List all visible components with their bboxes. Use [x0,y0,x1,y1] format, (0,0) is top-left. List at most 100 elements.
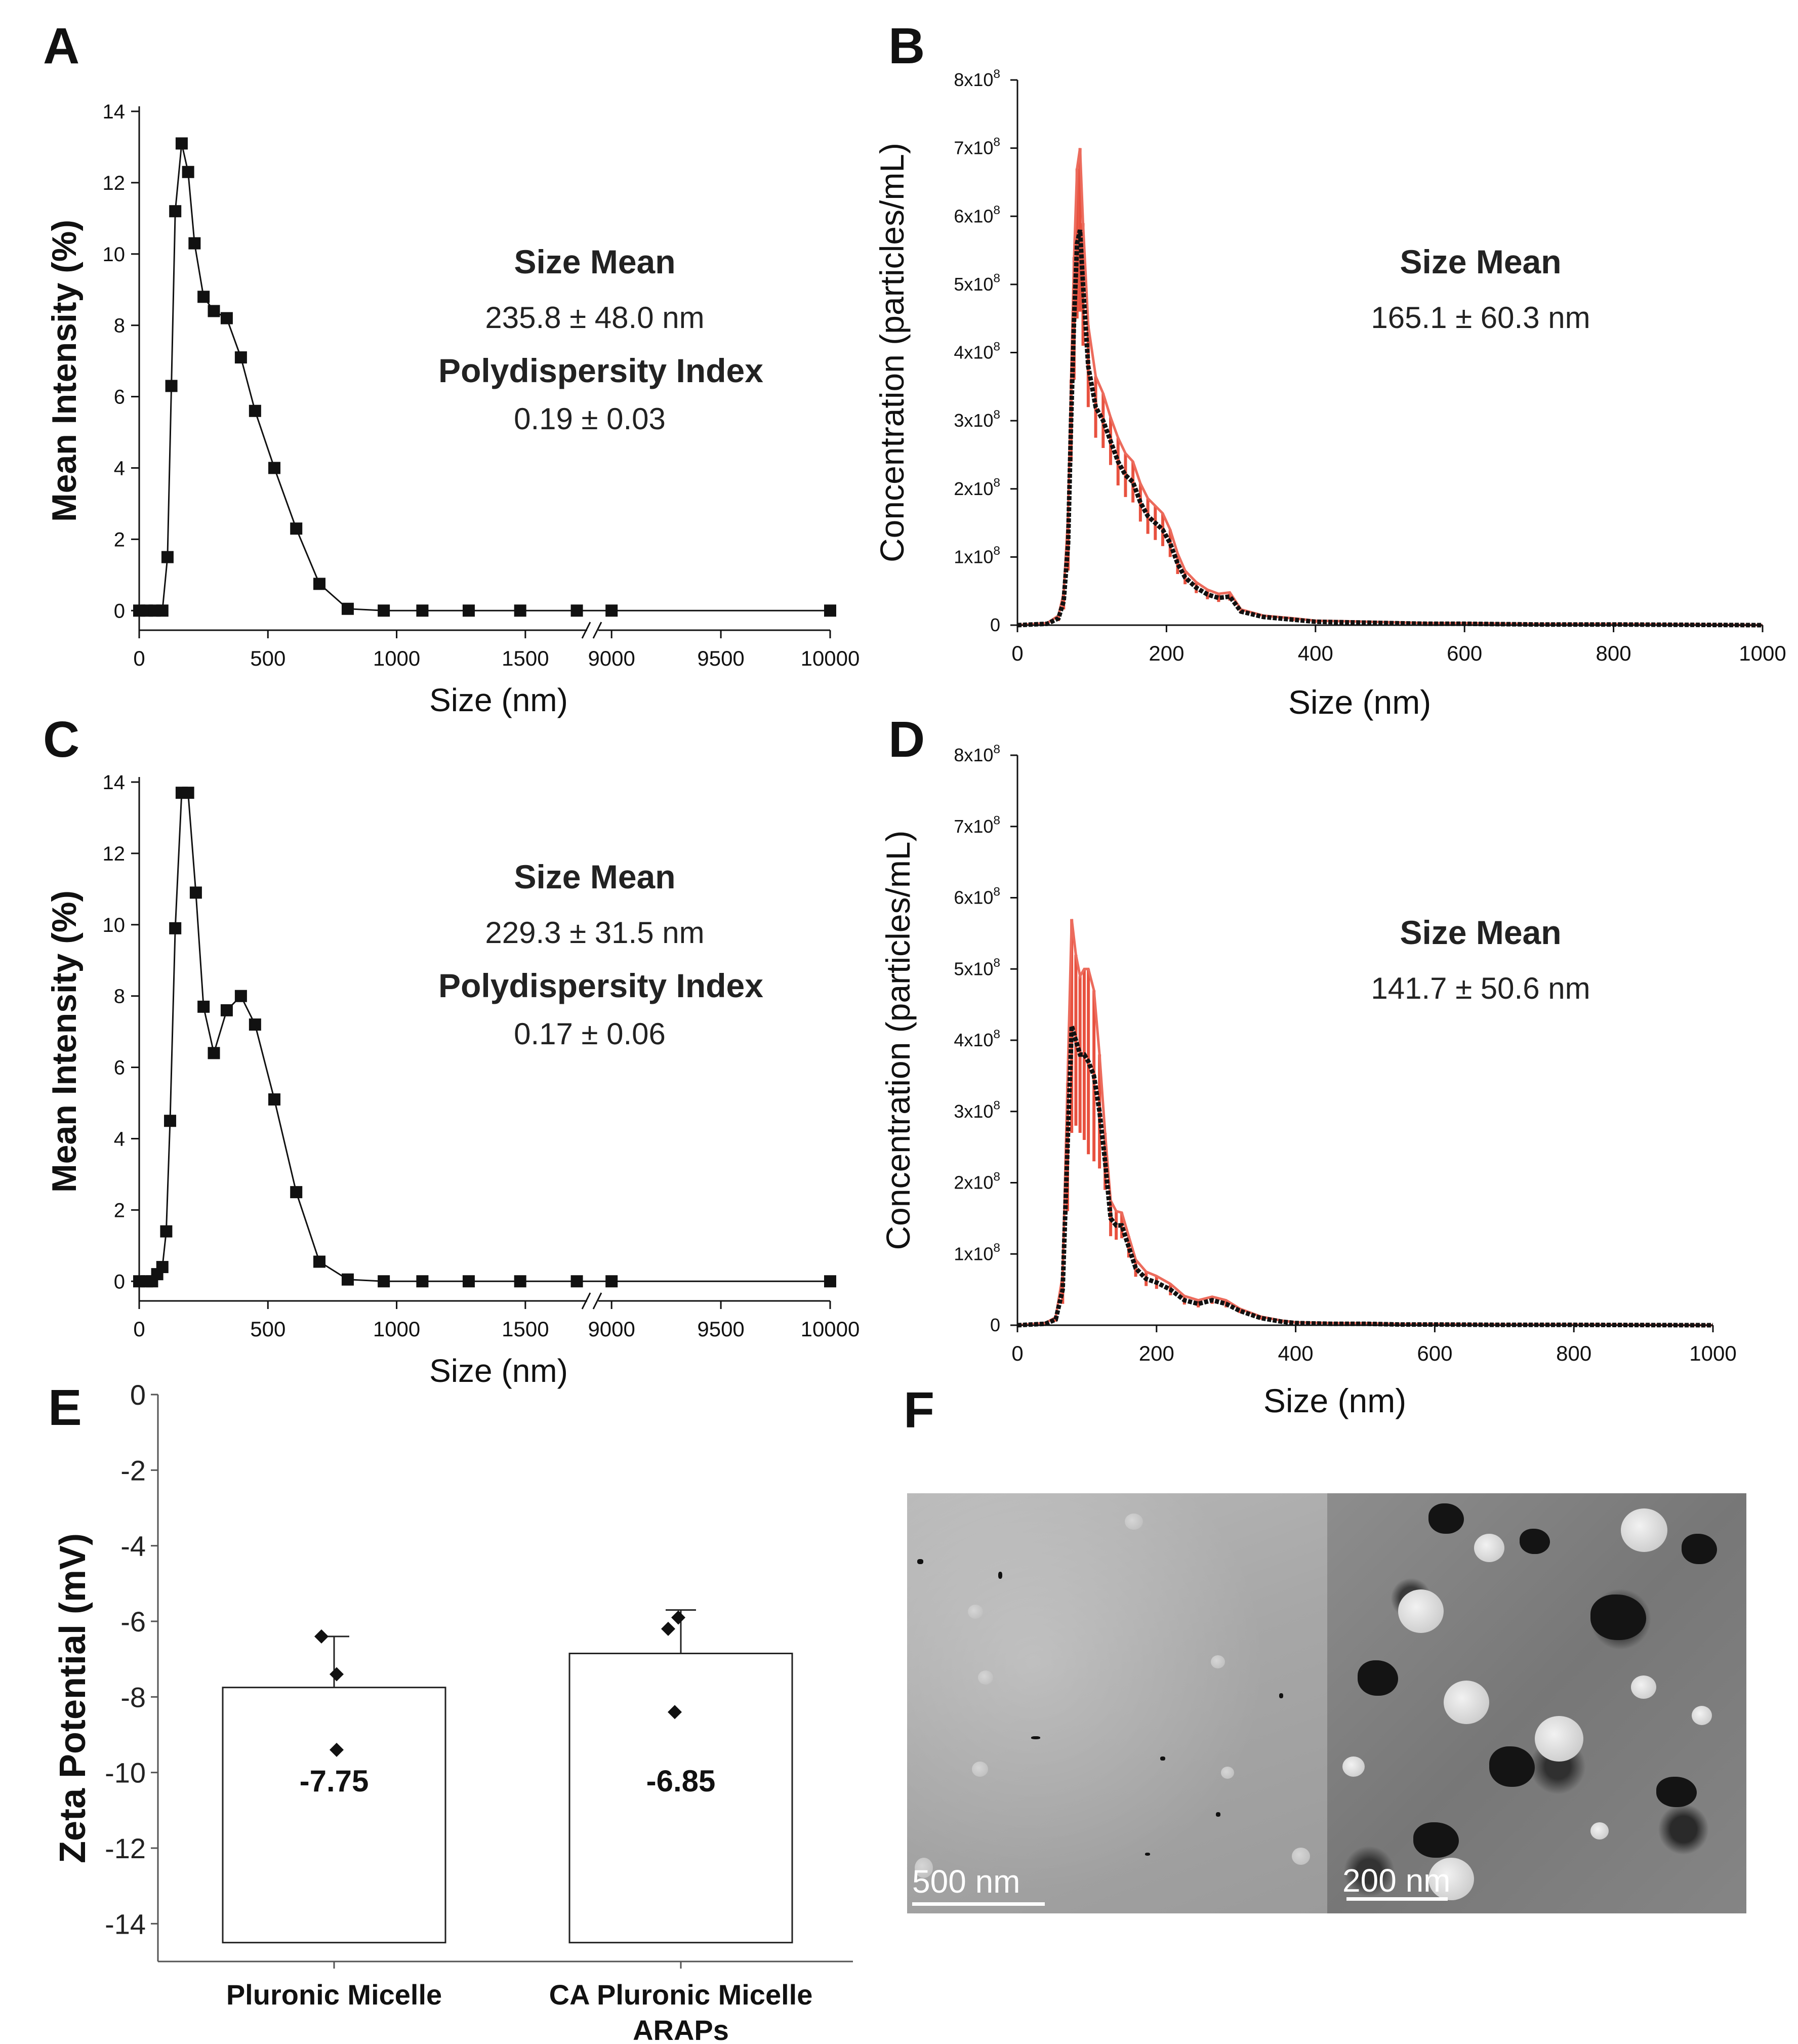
y-tick-label: 12 [103,172,126,194]
panel-e: E 0 -2 -4 -6 -8 -10 -12 -14 Zeta Potential (mV) -7… [48,1379,853,2044]
debris [998,1572,1002,1579]
data-point [462,1275,475,1288]
aggregate [1682,1534,1717,1564]
y-tick-label: -8 [120,1681,146,1713]
y-tick-label: 10 [103,243,126,266]
scale-bar [1346,1897,1448,1901]
x-tick-label: 10000 [801,646,860,670]
category-label: CA Pluronic Micelle [549,1979,813,2011]
y-tick-label: 4 [114,457,125,479]
aggregate [1590,1595,1646,1640]
axis-break [592,1292,602,1310]
aggregate [1358,1660,1398,1696]
x-tick-label: 1000 [373,1317,420,1341]
replicate-point [330,1742,344,1757]
y-tick-label: -10 [105,1757,146,1789]
error-envelope [1017,919,1713,1327]
data-point [378,604,390,617]
debris [1160,1756,1165,1761]
data-point [268,1093,280,1106]
panel-b: B 0 1x108 2x108 3x108 4x108 5x108 6x108 7x108 8x1… [873,18,1786,721]
x-tick-label: 0 [1011,1341,1023,1365]
y-tick-label: 2 [114,1199,125,1221]
data-point [313,1255,325,1268]
data-point [197,291,210,303]
y-tick-label: 8 [114,986,125,1008]
particle [1535,1716,1583,1762]
y-tick-label: 1x108 [954,544,1000,567]
y-tick-label: 3x108 [954,408,1000,431]
data-point [605,604,618,617]
x-tick-label: 1500 [502,1317,549,1341]
annotation-value: 235.8 ± 48.0 nm [485,301,704,335]
x-tick-label: 400 [1278,1341,1314,1365]
data-point [220,312,233,324]
data-point [378,1275,390,1288]
category-label: Pluronic Micelle [226,1979,442,2011]
data-point [189,886,202,899]
y-tick-label: 0 [990,615,1000,635]
panel-a: A 0 2 4 6 8 10 12 14 0 500 1000 1500 9000 9500 10000 Siz… [43,18,860,718]
particle [1428,1858,1474,1900]
scale-bar-label: 500 nm [912,1863,1020,1900]
y-axis-label: Mean Intensity (%) [45,220,84,522]
y-axis-label: Concentration (particles/mL) [873,143,911,562]
particle [1221,1767,1234,1779]
data-point [570,1275,583,1288]
y-tick-label: 5x108 [954,956,1000,979]
y-tick-label: -14 [105,1908,146,1940]
series-line [1017,229,1763,628]
y-tick-label: 6 [114,386,125,408]
x-tick-label: 1000 [1689,1341,1736,1365]
particle [968,1605,983,1619]
particle [1474,1534,1504,1562]
series-line [1017,1025,1713,1328]
scale-bar [912,1902,1045,1906]
particle [1292,1848,1310,1865]
x-tick-label: 1000 [1739,641,1786,665]
data-point [268,462,280,474]
data-point [169,922,182,934]
particle [1590,1822,1609,1839]
y-tick-label: 6 [114,1057,125,1079]
scale-bar-label: 200 nm [1342,1862,1451,1899]
y-tick-label: -12 [105,1832,146,1864]
y-tick-label: 0 [990,1315,1000,1335]
x-tick-label: 500 [250,1317,285,1341]
x-axis-label: Size (nm) [429,1353,568,1389]
panel-c: C 0 2 4 6 8 10 12 14 0 500 1000 1500 9000 9500 10000 Siz… [43,711,860,1389]
annotation-title: Size Mean [1400,914,1561,951]
x-tick-label: 200 [1149,641,1184,665]
y-tick-label: 8x108 [954,67,1000,90]
y-tick-label: -2 [120,1454,146,1486]
x-tick-label: 10000 [801,1317,860,1341]
y-tick-label: 8 [114,315,125,337]
x-axis-label: Size (nm) [1288,683,1431,721]
data-point [824,604,836,617]
particle [1692,1706,1712,1725]
particle [1444,1681,1489,1724]
data-point [165,380,178,392]
annotation-value: 229.3 ± 31.5 nm [485,916,704,950]
panel-d: D 0 1x108 2x108 3x108 4x108 5x108 6x108 7x108 8x1… [879,711,1737,1419]
data-point [570,604,583,617]
data-point [234,351,247,364]
panel-letter: E [48,1379,82,1436]
replicate-point [668,1705,682,1720]
panel-letter: B [888,18,925,74]
annotation-title: Polydispersity Index [438,352,763,389]
data-point [290,1186,303,1199]
y-tick-label: -4 [120,1530,146,1562]
x-tick-label: 9500 [697,1317,744,1341]
y-tick-label: 4 [114,1128,125,1150]
y-tick-label: 4x108 [954,340,1000,362]
aggregate [1520,1529,1550,1554]
debris [1031,1736,1040,1739]
bar-value-label: -6.85 [646,1764,716,1798]
annotation-value: 0.17 ± 0.06 [514,1017,666,1051]
x-tick-label: 0 [133,646,145,670]
debris [1145,1853,1150,1856]
x-tick-label: 9000 [588,1317,635,1341]
particle [1398,1589,1444,1633]
x-tick-label: 0 [133,1317,145,1341]
